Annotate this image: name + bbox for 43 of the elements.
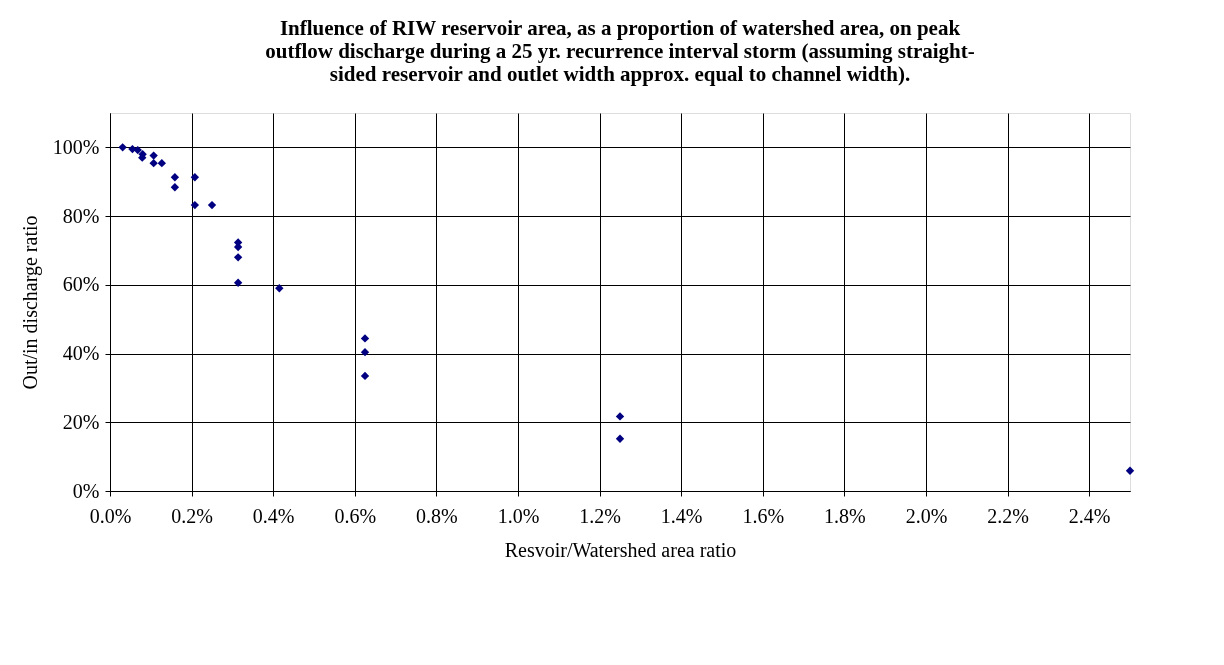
y-tick-label: 100% (52, 135, 100, 158)
x-tick-label: 2.2% (987, 504, 1029, 527)
x-tick-label: 0.4% (252, 504, 295, 527)
x-tick-label: 0.2% (171, 504, 213, 527)
point (360, 371, 370, 381)
y-tick-label: 0% (72, 479, 100, 502)
point (360, 347, 370, 357)
text: outflow discharge during a 25 yr. recurrence interval storm (assuming straight- (265, 39, 975, 63)
point (118, 143, 127, 152)
point (170, 183, 180, 192)
x-tick-label: 2.0% (905, 504, 948, 527)
point (1125, 466, 1135, 475)
point (190, 173, 200, 182)
y-tick-label: 20% (62, 410, 100, 433)
x-tick-label: 1.6% (742, 504, 785, 527)
point (170, 173, 180, 182)
x-tick-label: 1.0% (497, 504, 540, 527)
point (615, 412, 625, 421)
point (275, 284, 284, 293)
y-tick-label: 80% (62, 204, 100, 227)
point (149, 151, 158, 160)
y-tick-label: 40% (62, 342, 100, 365)
point (149, 158, 158, 168)
point (157, 158, 166, 168)
text: Influence of RIW reservoir area, as a proportion of watershed area, on peak (279, 16, 961, 40)
x-tick-label: 2.4% (1068, 504, 1111, 527)
point (190, 200, 200, 210)
x-tick-label: 0.8% (416, 504, 458, 527)
x-axis-title: Resvoir/Watershed area ratio (504, 538, 737, 561)
x-tick-label: 1.4% (660, 504, 703, 527)
point (133, 145, 142, 155)
x-tick-label: 0.6% (334, 504, 377, 527)
point (233, 253, 243, 262)
text: sided reservoir and outlet width approx. equal to channel width). (329, 62, 911, 86)
x-tick-label: 1.2% (579, 504, 621, 527)
y-axis-title: Out/in discharge ratio (18, 215, 42, 390)
point (615, 434, 625, 443)
x-tick-label: 0.0% (89, 504, 132, 527)
point (233, 278, 243, 287)
point (207, 200, 217, 210)
y-tick-label: 60% (62, 273, 100, 296)
x-tick-label: 1.8% (824, 504, 866, 527)
point (360, 334, 370, 343)
